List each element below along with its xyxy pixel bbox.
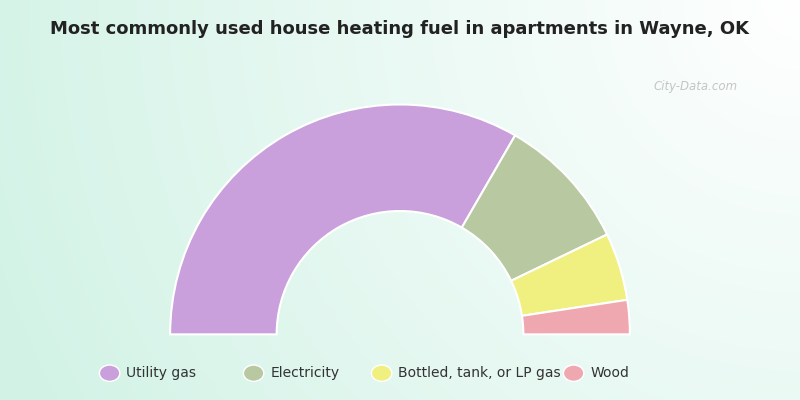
Wedge shape (511, 234, 627, 316)
Wedge shape (462, 135, 607, 281)
Text: Wood: Wood (590, 366, 630, 380)
Ellipse shape (243, 365, 264, 381)
Text: City-Data.com: City-Data.com (654, 80, 738, 93)
Ellipse shape (371, 365, 392, 381)
Ellipse shape (99, 365, 120, 381)
Ellipse shape (563, 365, 584, 381)
Text: Electricity: Electricity (270, 366, 339, 380)
Wedge shape (522, 300, 630, 334)
Wedge shape (170, 104, 515, 334)
Text: Utility gas: Utility gas (126, 366, 197, 380)
Text: Most commonly used house heating fuel in apartments in Wayne, OK: Most commonly used house heating fuel in… (50, 20, 750, 38)
Text: Bottled, tank, or LP gas: Bottled, tank, or LP gas (398, 366, 561, 380)
